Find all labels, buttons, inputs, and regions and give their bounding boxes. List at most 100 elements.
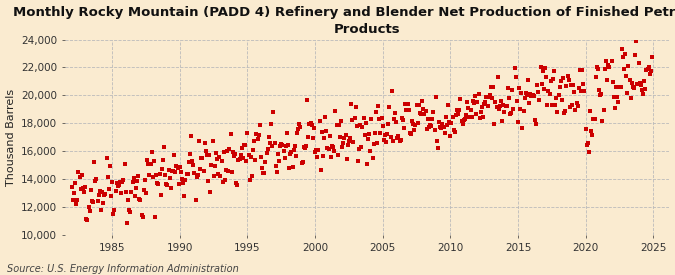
Point (137, 215, 148, 219)
Point (387, 139, 398, 143)
Point (135, 198, 146, 202)
Point (252, 137, 263, 142)
Point (465, 108, 476, 112)
Point (570, 107, 581, 112)
Point (136, 213, 147, 217)
Point (256, 166, 267, 170)
Point (91, 177, 102, 181)
Point (224, 147, 235, 151)
Point (490, 100, 501, 104)
Point (256, 155, 267, 159)
Point (455, 97, 466, 101)
Point (240, 143, 250, 147)
Point (556, 78, 566, 83)
Point (233, 158, 244, 163)
Point (522, 78, 533, 82)
Point (392, 136, 403, 140)
Point (613, 100, 624, 104)
Point (456, 119, 467, 124)
Point (287, 164, 298, 169)
Point (533, 89, 543, 94)
Point (236, 153, 246, 157)
Point (342, 142, 353, 147)
Point (100, 192, 111, 196)
Point (372, 141, 383, 145)
Point (489, 122, 500, 127)
Point (310, 150, 321, 154)
Point (294, 121, 304, 126)
Point (545, 79, 556, 83)
Point (92, 199, 103, 203)
Point (140, 178, 151, 182)
Point (312, 154, 323, 159)
Point (466, 115, 477, 120)
Point (502, 104, 512, 109)
Point (436, 126, 447, 130)
Point (243, 153, 254, 158)
Point (527, 93, 538, 98)
Point (610, 106, 620, 111)
Point (138, 188, 149, 193)
Point (389, 117, 400, 122)
Point (468, 99, 479, 103)
Point (605, 31, 616, 35)
Point (577, 68, 588, 73)
Point (174, 165, 185, 169)
Point (225, 132, 236, 136)
Point (591, 75, 601, 79)
Point (612, 95, 622, 99)
Point (132, 179, 142, 183)
Point (140, 191, 151, 195)
Point (512, 99, 522, 103)
Point (526, 94, 537, 98)
Point (248, 148, 259, 153)
Point (281, 130, 292, 135)
Point (641, 67, 652, 72)
Point (151, 173, 161, 177)
Point (249, 138, 260, 143)
Point (634, 81, 645, 85)
Point (238, 155, 248, 160)
Point (88, 200, 99, 204)
Point (539, 66, 550, 71)
Point (207, 139, 218, 143)
Point (569, 90, 580, 94)
Point (80, 185, 90, 190)
Point (579, 89, 590, 93)
Point (107, 180, 117, 185)
Point (236, 146, 247, 151)
Point (273, 159, 284, 163)
Point (598, 107, 609, 112)
Point (468, 101, 479, 105)
Point (153, 182, 164, 186)
Point (508, 107, 519, 111)
Point (251, 132, 262, 136)
Point (90, 179, 101, 184)
Point (427, 117, 437, 122)
Point (93, 192, 104, 197)
Point (78, 186, 88, 191)
Point (333, 123, 344, 128)
Point (205, 189, 216, 194)
Point (485, 85, 496, 90)
Point (103, 187, 114, 191)
Point (399, 125, 410, 130)
Point (178, 181, 188, 185)
Point (564, 104, 575, 109)
Point (75, 187, 86, 191)
Point (396, 116, 407, 121)
Point (89, 160, 100, 164)
Point (86, 198, 97, 203)
Point (216, 159, 227, 163)
Point (305, 121, 316, 125)
Point (314, 119, 325, 123)
Point (423, 125, 434, 130)
Point (359, 133, 370, 138)
Point (477, 105, 487, 109)
Point (373, 104, 383, 108)
Point (258, 171, 269, 175)
Point (284, 166, 294, 170)
Point (438, 125, 449, 129)
Point (522, 93, 533, 97)
Point (505, 112, 516, 116)
